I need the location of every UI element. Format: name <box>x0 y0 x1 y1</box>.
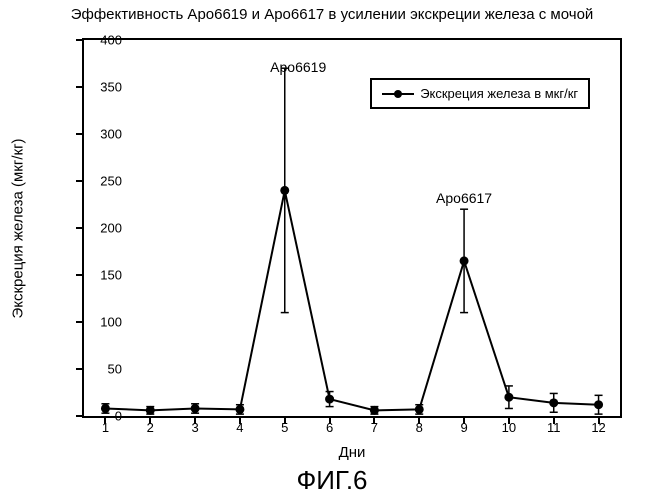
legend-box: Экскреция железа в мкг/кг <box>370 78 590 109</box>
figure-label: ФИГ.6 <box>0 465 664 496</box>
x-tick-label: 12 <box>587 420 611 435</box>
x-tick-label: 9 <box>452 420 476 435</box>
annotation-label: Apo6617 <box>436 190 492 206</box>
x-tick-label: 7 <box>362 420 386 435</box>
y-tick-mark <box>76 39 82 41</box>
y-tick-label: 300 <box>84 127 122 142</box>
y-tick-label: 350 <box>84 80 122 95</box>
y-tick-label: 150 <box>84 268 122 283</box>
x-tick-label: 8 <box>407 420 431 435</box>
annotation-label: Apo6619 <box>270 59 326 75</box>
y-tick-label: 400 <box>84 33 122 48</box>
y-tick-mark <box>76 321 82 323</box>
y-tick-mark <box>76 86 82 88</box>
y-tick-mark <box>76 180 82 182</box>
y-axis-label-text: Экскреция железа (мкг/кг) <box>10 138 27 318</box>
y-tick-mark <box>76 227 82 229</box>
x-axis-label: Дни <box>82 444 622 461</box>
legend-marker-icon <box>382 93 414 95</box>
y-tick-label: 200 <box>84 221 122 236</box>
y-axis-label: Экскреция железа (мкг/кг) <box>8 38 28 418</box>
x-tick-label: 10 <box>497 420 521 435</box>
y-tick-mark <box>76 415 82 417</box>
y-tick-mark <box>76 274 82 276</box>
x-tick-label: 6 <box>318 420 342 435</box>
y-tick-label: 250 <box>84 174 122 189</box>
chart-title: Эффективность Apo6619 и Apo6617 в усилен… <box>0 6 664 23</box>
x-tick-label: 11 <box>542 420 566 435</box>
x-tick-label: 2 <box>138 420 162 435</box>
y-tick-mark <box>76 133 82 135</box>
y-tick-label: 50 <box>84 362 122 377</box>
y-tick-mark <box>76 368 82 370</box>
x-tick-label: 5 <box>273 420 297 435</box>
x-tick-label: 1 <box>93 420 117 435</box>
x-tick-label: 4 <box>228 420 252 435</box>
plot-area: Экскреция железа в мкг/кг Apo6619 Apo6617 <box>82 38 622 418</box>
y-tick-label: 100 <box>84 315 122 330</box>
x-tick-label: 3 <box>183 420 207 435</box>
legend-label: Экскреция железа в мкг/кг <box>420 86 578 101</box>
